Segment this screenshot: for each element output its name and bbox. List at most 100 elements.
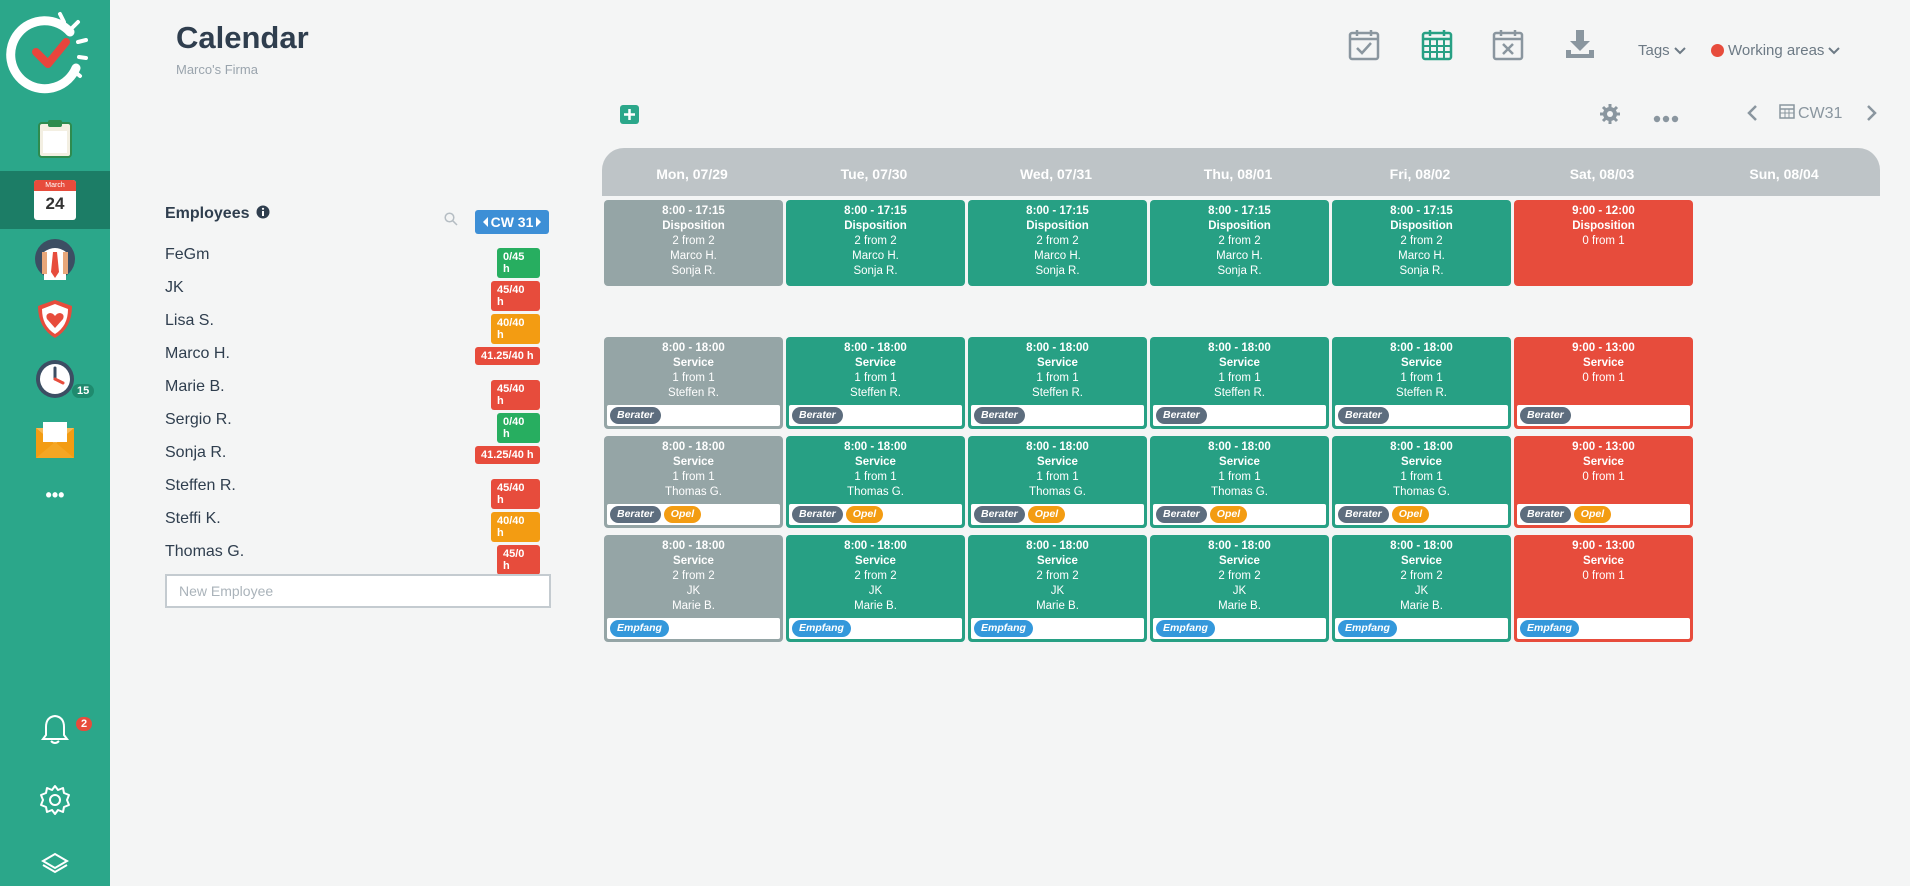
- shift-card[interactable]: 9:00 - 13:00 Service 0 from 1 Empfang: [1514, 535, 1693, 642]
- shift-card[interactable]: 8:00 - 18:00 Service 1 from 1 Steffen R. Ber…: [1150, 337, 1329, 429]
- shift-card[interactable]: 8:00 - 18:00 Service 1 from 1 Thomas G. Bera…: [604, 436, 783, 528]
- shift-coverage: 2 from 2: [1036, 570, 1079, 582]
- sidebar-item-more[interactable]: •••: [0, 466, 110, 524]
- sidebar-item-notifications[interactable]: 2: [0, 702, 110, 760]
- sidebar-item-messages[interactable]: [0, 414, 110, 472]
- caret-left-icon[interactable]: [482, 214, 489, 230]
- shift-coverage: 2 from 2: [1400, 235, 1443, 247]
- employee-row[interactable]: Marie B. 45/40 h: [165, 378, 540, 411]
- more-options-button[interactable]: [1653, 110, 1679, 128]
- employee-hours-badge: 41.25/40 h: [475, 347, 540, 365]
- employee-row[interactable]: Steffen R. 45/40 h: [165, 477, 540, 510]
- employee-row[interactable]: Sonja R. 41.25/40 h: [165, 444, 540, 477]
- shift-card[interactable]: 8:00 - 17:15 Disposition 2 from 2 Marco H. S…: [786, 200, 965, 286]
- shift-card[interactable]: 8:00 - 18:00 Service 2 from 2 JK Marie B. Emp…: [786, 535, 965, 642]
- download-button[interactable]: [1563, 28, 1597, 62]
- day-header: Sun, 08/04: [1749, 166, 1819, 182]
- shift-time: 8:00 - 18:00: [1208, 540, 1271, 552]
- shift-coverage: 2 from 2: [672, 570, 715, 582]
- employee-row[interactable]: Thomas G. 45/0 h: [165, 543, 540, 576]
- shift-card[interactable]: 8:00 - 18:00 Service 1 from 1 Steffen R. Ber…: [786, 337, 965, 429]
- sidebar-item-docs[interactable]: [0, 834, 110, 886]
- shift-card[interactable]: 8:00 - 18:00 Service 1 from 1 Thomas G. Bera…: [968, 436, 1147, 528]
- sidebar-item-employees[interactable]: [0, 232, 110, 290]
- shift-employee: JK: [1050, 585, 1065, 597]
- employee-search-button[interactable]: [444, 212, 458, 231]
- shift-card[interactable]: 8:00 - 18:00 Service 1 from 1 Steffen R. Ber…: [1332, 337, 1511, 429]
- shift-time: 8:00 - 18:00: [1208, 342, 1271, 354]
- info-icon[interactable]: [256, 205, 270, 224]
- shift-tags: Berater Opel: [971, 504, 1144, 525]
- prev-week-button[interactable]: [1746, 104, 1758, 127]
- shift-name: Service: [1583, 555, 1624, 567]
- app-logo[interactable]: [6, 8, 100, 98]
- shift-time: 8:00 - 18:00: [662, 540, 725, 552]
- employee-row[interactable]: Lisa S. 40/40 h: [165, 312, 540, 345]
- calendar-icon: March 24: [34, 180, 76, 220]
- sidebar-item-calendar[interactable]: March 24: [0, 171, 110, 229]
- sidebar-item-tasks[interactable]: [0, 112, 110, 170]
- shift-employee: Steffen R.: [850, 387, 901, 399]
- employees-heading-label: Employees: [165, 205, 250, 222]
- tag-badge: Berater: [792, 506, 843, 523]
- shift-card[interactable]: 8:00 - 18:00 Service 2 from 2 JK Marie B. Emp…: [1150, 535, 1329, 642]
- notifications-badge: 2: [76, 717, 93, 731]
- shift-time: 8:00 - 18:00: [1026, 540, 1089, 552]
- calendar-check-button[interactable]: [1347, 28, 1381, 62]
- shift-card[interactable]: 8:00 - 17:15 Disposition 2 from 2 Marco H. S…: [1150, 200, 1329, 286]
- employee-row[interactable]: FeGm 0/45 h: [165, 246, 540, 279]
- shift-coverage: 2 from 2: [854, 235, 897, 247]
- sidebar-item-time-tracking[interactable]: 15: [0, 352, 110, 410]
- shift-card[interactable]: 8:00 - 17:15 Disposition 2 from 2 Marco H. S…: [968, 200, 1147, 286]
- shift-card[interactable]: 8:00 - 17:15 Disposition 2 from 2 Marco H. S…: [1332, 200, 1511, 286]
- shift-card[interactable]: 8:00 - 18:00 Service 1 from 1 Steffen R. Ber…: [604, 337, 783, 429]
- shift-card[interactable]: 9:00 - 12:00 Disposition 0 from 1: [1514, 200, 1693, 286]
- sidebar-item-health[interactable]: [0, 292, 110, 350]
- shift-card[interactable]: 8:00 - 18:00 Service 1 from 1 Thomas G. Bera…: [1332, 436, 1511, 528]
- calendar-remove-button[interactable]: [1491, 28, 1525, 62]
- shift-name: Service: [673, 555, 714, 567]
- chevron-left-icon: [1746, 105, 1758, 126]
- shift-time: 8:00 - 18:00: [1390, 540, 1453, 552]
- shift-employee: JK: [686, 585, 701, 597]
- calendar-grid-button[interactable]: [1420, 28, 1454, 62]
- shift-card[interactable]: 9:00 - 13:00 Service 0 from 1 Berater Opel: [1514, 436, 1693, 528]
- employee-row[interactable]: Sergio R. 0/40 h: [165, 411, 540, 444]
- employee-row[interactable]: Steffi K. 40/40 h: [165, 510, 540, 543]
- shift-tags: Empfang: [789, 618, 962, 639]
- shift-card[interactable]: 8:00 - 18:00 Service 2 from 2 JK Marie B. Emp…: [1332, 535, 1511, 642]
- calendar-x-icon: [1491, 30, 1525, 66]
- employee-hours-badge: 0/40 h: [497, 413, 540, 443]
- shift-card[interactable]: 9:00 - 13:00 Service 0 from 1 Berater: [1514, 337, 1693, 429]
- shift-card[interactable]: 8:00 - 18:00 Service 1 from 1 Thomas G. Bera…: [786, 436, 965, 528]
- tags-dropdown[interactable]: Tags: [1638, 42, 1686, 59]
- calendar-grid-icon: [1420, 30, 1454, 66]
- download-icon: [1563, 30, 1597, 66]
- sidebar-item-settings[interactable]: [0, 773, 110, 831]
- shift-coverage: 1 from 1: [672, 471, 715, 483]
- day-header: Tue, 07/30: [840, 166, 908, 182]
- shift-card[interactable]: 8:00 - 18:00 Service 1 from 1 Steffen R. Ber…: [968, 337, 1147, 429]
- shift-card[interactable]: 8:00 - 18:00 Service 2 from 2 JK Marie B. Emp…: [968, 535, 1147, 642]
- employee-row[interactable]: Marco H. 41.25/40 h: [165, 345, 540, 378]
- employee-row[interactable]: JK 45/40 h: [165, 279, 540, 312]
- next-week-button[interactable]: [1866, 104, 1878, 127]
- shift-time: 8:00 - 17:15: [1208, 205, 1271, 217]
- tag-badge: Berater: [1520, 506, 1571, 523]
- employee-name: FeGm: [165, 246, 210, 263]
- calendar-settings-button[interactable]: [1600, 104, 1620, 129]
- caret-right-icon[interactable]: [535, 214, 542, 230]
- add-shift-button[interactable]: [620, 105, 639, 124]
- shift-card[interactable]: 8:00 - 18:00 Service 1 from 1 Thomas G. Bera…: [1150, 436, 1329, 528]
- tag-badge: Opel: [1209, 506, 1248, 523]
- shift-coverage: 2 from 2: [672, 235, 715, 247]
- new-employee-input[interactable]: [165, 574, 551, 608]
- shift-card[interactable]: 8:00 - 17:15 Disposition 2 from 2 Marco H. S…: [604, 200, 783, 286]
- employee-hours-badge: 40/40 h: [491, 314, 540, 344]
- cw-selector[interactable]: CW 31: [475, 210, 549, 234]
- working-areas-dropdown[interactable]: Working areas: [1711, 42, 1841, 59]
- shift-name: Disposition: [662, 220, 725, 232]
- shift-card[interactable]: 8:00 - 18:00 Service 2 from 2 JK Marie B. Emp…: [604, 535, 783, 642]
- more-icon: •••: [45, 484, 65, 505]
- week-picker[interactable]: CW31: [1779, 103, 1842, 124]
